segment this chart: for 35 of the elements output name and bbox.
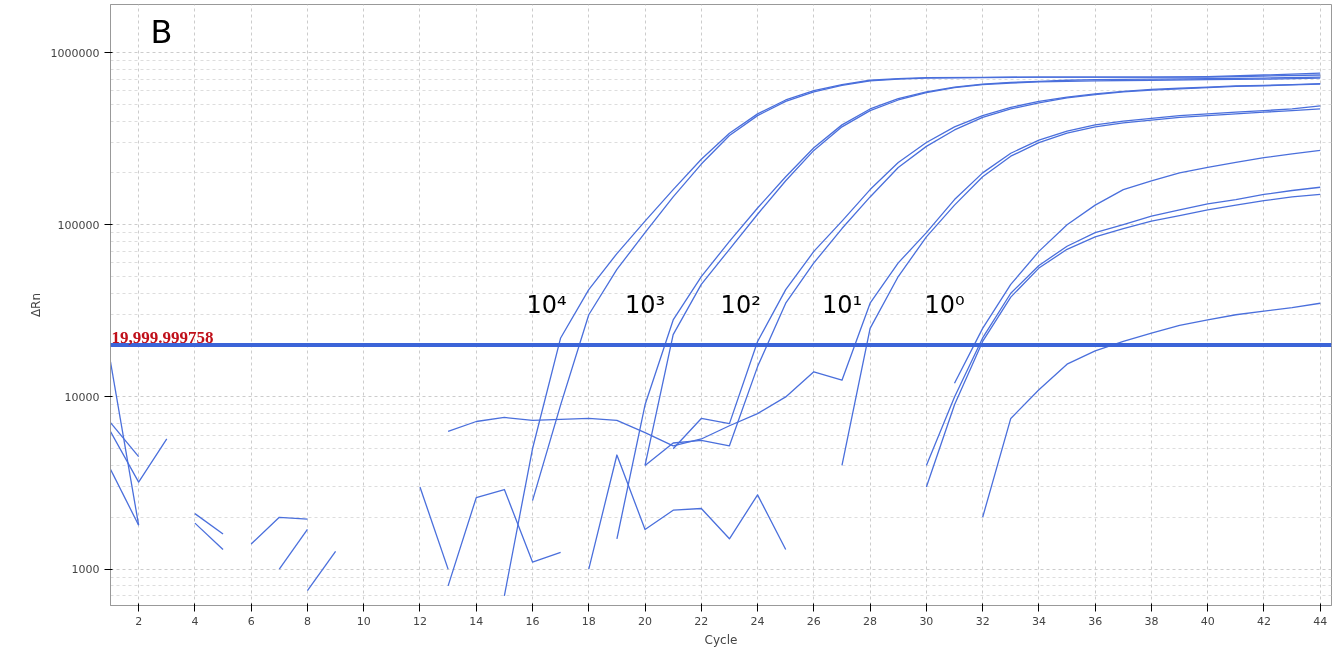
annotation: B [150,12,173,51]
annotation: 10³ [624,291,666,320]
x-tick-label: 40 [1200,614,1215,628]
x-tick-label: 12 [412,614,427,628]
y-tick-label: 10000 [64,390,100,404]
x-tick-label: 18 [581,614,596,628]
x-tick-label: 44 [1313,614,1328,628]
ref-line-label: 19,999.999758 [111,328,214,348]
x-tick-label: 28 [863,614,878,628]
x-tick-label: 32 [975,614,990,628]
x-axis-title: Cycle [704,632,738,647]
x-tick-label: 36 [1088,614,1103,628]
annotation: 10¹ [821,291,863,320]
x-tick-label: 10 [356,614,371,628]
x-tick-label: 30 [919,614,934,628]
x-tick-label: 26 [806,614,821,628]
y-tick-label: 100000 [57,218,100,232]
annotation: 10⁰ [924,291,965,320]
y-tick-label: 1000 [71,563,100,577]
annotation: 10² [720,291,761,320]
x-tick-label: 16 [525,614,540,628]
x-tick-label: 8 [303,614,311,628]
x-tick-label: 34 [1031,614,1046,628]
x-tick-label: 14 [469,614,484,628]
x-tick-label: 4 [191,614,199,628]
x-tick-label: 6 [247,614,255,628]
x-tick-label: 24 [750,614,765,628]
x-tick-label: 22 [694,614,709,628]
x-tick-label: 42 [1256,614,1271,628]
x-tick-label: 38 [1144,614,1159,628]
x-tick-label: 20 [638,614,653,628]
x-tick-label: 2 [135,614,143,628]
y-axis-title: ΔRn [28,292,43,318]
annotation: 10⁴ [526,291,567,320]
y-tick-label: 1000000 [50,46,100,60]
